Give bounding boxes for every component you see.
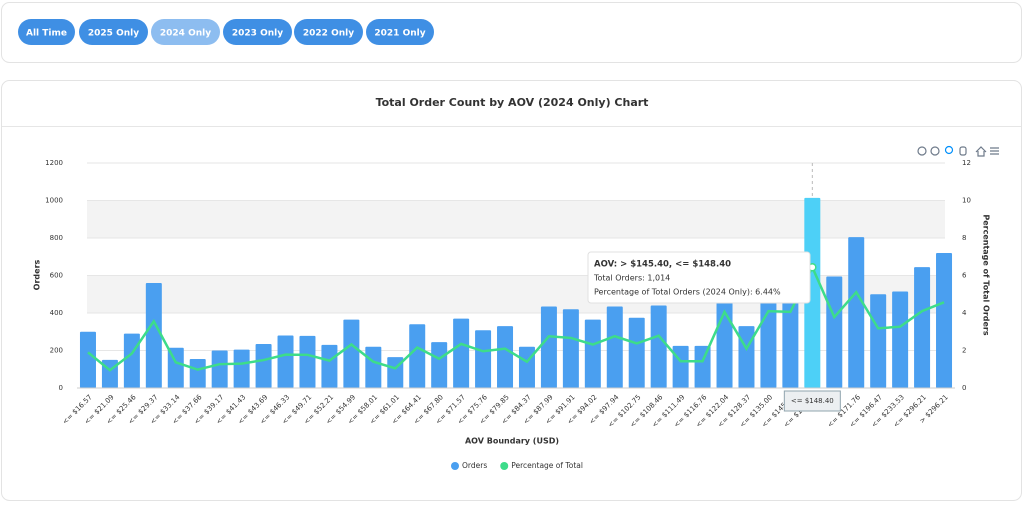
y-tick-label: 800 <box>50 234 63 242</box>
zoom-out[interactable] <box>930 146 940 156</box>
bar <box>540 306 557 388</box>
y-tick-label: 1000 <box>45 197 63 205</box>
bar <box>365 346 382 388</box>
filter-button-label: 2023 Only <box>232 29 283 39</box>
bar <box>277 335 294 388</box>
y2-axis-title: Percentage of Total Orders <box>982 214 991 336</box>
menu[interactable] <box>990 147 999 155</box>
y-tick-label: 200 <box>50 347 63 355</box>
bar <box>79 331 96 388</box>
bar <box>145 283 162 388</box>
bar <box>650 305 667 388</box>
bar <box>343 319 360 388</box>
legend-label: Percentage of Total <box>511 461 583 470</box>
filter-button-label: 2021 Only <box>374 29 425 39</box>
bar <box>672 345 689 388</box>
reset[interactable] <box>975 146 987 157</box>
x-axis-title: AOV Boundary (USD) <box>465 437 559 446</box>
bar <box>431 342 448 388</box>
bar <box>936 253 953 388</box>
filter-button[interactable] <box>79 19 148 45</box>
x-hover-label: <= $148.40 <box>791 397 834 405</box>
filter-button[interactable] <box>223 19 292 45</box>
filter-button-label: All Time <box>26 29 67 39</box>
y2-tick-label: 4 <box>962 309 967 317</box>
bar <box>497 326 514 388</box>
zoom-in[interactable] <box>917 146 927 156</box>
bar <box>475 330 492 388</box>
tooltip <box>587 251 811 304</box>
filter-button-label: 2025 Only <box>88 29 139 39</box>
bar <box>321 344 338 388</box>
y-tick-label: 1200 <box>45 159 63 167</box>
bar <box>738 326 755 388</box>
legend-marker <box>500 462 509 470</box>
y2-tick-label: 0 <box>962 384 966 392</box>
x-hover-box <box>783 390 841 412</box>
filter-button-label: 2024 Only <box>160 29 211 39</box>
bar <box>562 309 579 388</box>
y2-tick-label: 2 <box>962 347 966 355</box>
y-tick-label: 0 <box>59 384 63 392</box>
filter-button-label: 2022 Only <box>303 29 354 39</box>
filter-button[interactable] <box>18 19 75 45</box>
tooltip-line: Total Orders: 1,014 <box>593 274 670 283</box>
y2-tick-label: 6 <box>962 272 967 280</box>
tooltip-line: AOV: > $145.40, <= $148.40 <box>594 260 731 270</box>
grid-band <box>87 200 945 238</box>
filter-button[interactable] <box>294 19 363 45</box>
bar <box>870 294 887 388</box>
filter-card <box>1 2 1022 63</box>
y2-tick-label: 12 <box>962 159 971 167</box>
legend-label: Orders <box>462 461 487 470</box>
bar <box>892 291 909 388</box>
legend-marker <box>451 462 459 470</box>
bar <box>914 267 931 388</box>
bar <box>848 237 865 388</box>
bar <box>826 276 843 388</box>
y2-tick-label: 10 <box>962 197 971 205</box>
bar <box>299 335 316 388</box>
pan[interactable] <box>959 146 967 156</box>
toolbar <box>917 145 999 157</box>
bar <box>167 347 184 388</box>
filter-button[interactable] <box>366 19 434 45</box>
bar <box>606 306 623 388</box>
bar <box>233 349 250 388</box>
bar <box>628 317 645 388</box>
y2-tick-label: 8 <box>962 234 966 242</box>
y-tick-label: 600 <box>50 272 63 280</box>
bar <box>211 350 228 388</box>
bar <box>518 346 535 388</box>
bar <box>694 345 711 388</box>
tooltip-line: Percentage of Total Orders (2024 Only): … <box>594 288 781 297</box>
y-tick-label: 400 <box>50 309 63 317</box>
bar <box>453 318 470 388</box>
bar <box>189 358 206 388</box>
chart-title: Total Order Count by AOV (2024 Only) Cha… <box>376 96 649 109</box>
bar <box>584 319 601 388</box>
bar <box>255 343 272 388</box>
zoom[interactable] <box>944 145 954 155</box>
bar <box>409 324 426 388</box>
bar <box>804 197 821 388</box>
bar <box>123 333 140 388</box>
filter-button[interactable] <box>151 19 220 45</box>
y-axis-title: Orders <box>33 259 42 290</box>
